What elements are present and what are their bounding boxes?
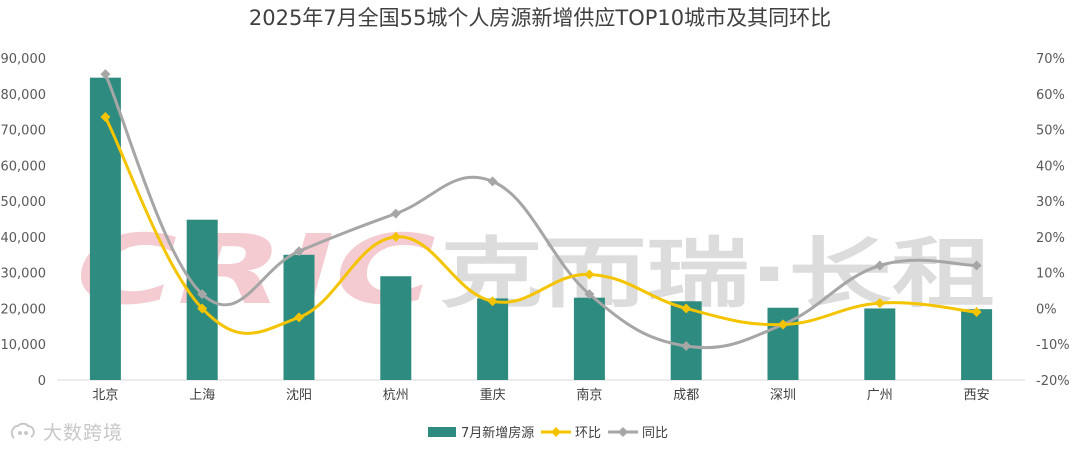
marker-环比-广州 — [874, 298, 885, 309]
right-tick-label: 10% — [1036, 267, 1065, 282]
left-tick-label: 20,000 — [1, 302, 47, 317]
bar-南京 — [573, 297, 605, 380]
legend-swatch-bar — [428, 427, 456, 437]
marker-同比-广州 — [874, 260, 885, 271]
left-tick-label: 30,000 — [1, 267, 47, 282]
legend-marker-yoy — [618, 427, 628, 437]
line-同比 — [104, 73, 977, 350]
right-tick-label: 0% — [1036, 302, 1057, 317]
marker-环比-深圳 — [778, 319, 788, 330]
right-tick-label: 50% — [1036, 124, 1065, 139]
left-tick-label: 40,000 — [1, 231, 47, 246]
category-label: 北京 — [92, 388, 118, 403]
category-label: 南京 — [576, 387, 602, 403]
line-series — [100, 69, 982, 352]
category-label: 成都 — [673, 388, 699, 403]
legend-label: 同比 — [642, 426, 668, 441]
marker-同比-重庆 — [487, 176, 498, 187]
right-tick-label: 20% — [1036, 231, 1065, 246]
marker-环比-沈阳 — [294, 312, 304, 323]
footer-brand-text: 大数跨境 — [43, 422, 124, 444]
left-tick-label: 10,000 — [1, 338, 47, 353]
footer-brand: 大数跨境 — [10, 418, 123, 445]
legend-label: 7月新增房源 — [461, 425, 534, 441]
marker-同比-南京 — [584, 289, 595, 300]
right-tick-label: 70% — [1036, 52, 1065, 67]
bar-成都 — [670, 301, 702, 380]
left-tick-label: 80,000 — [1, 88, 47, 103]
marker-环比-杭州 — [390, 231, 401, 242]
marker-同比-杭州 — [390, 208, 401, 219]
left-tick-label: 60,000 — [1, 159, 47, 174]
category-label: 西安 — [964, 388, 990, 403]
bar-西安 — [961, 309, 993, 380]
category-label: 重庆 — [480, 387, 506, 403]
right-tick-label: 60% — [1036, 88, 1065, 103]
marker-环比-南京 — [584, 269, 595, 280]
brand-logo-icon — [10, 422, 35, 439]
marker-同比-沈阳 — [294, 246, 304, 257]
marker-环比-成都 — [681, 303, 692, 314]
marker-同比-西安 — [971, 260, 982, 271]
left-tick-label: 70,000 — [1, 124, 47, 139]
marker-环比-北京 — [100, 112, 111, 123]
bar-重庆 — [477, 298, 509, 380]
category-label: 广州 — [867, 388, 893, 403]
line-环比 — [104, 116, 977, 335]
category-label: 沈阳 — [286, 388, 312, 403]
category-label: 深圳 — [770, 388, 796, 403]
tick-labels: 0 10,000 20,000 30,000 40,000 50,000 60,000 70,… — [1, 52, 1070, 403]
legend-marker-mom — [551, 427, 561, 437]
bar-北京 — [89, 77, 121, 380]
marker-同比-上海 — [197, 289, 208, 300]
marker-环比-重庆 — [487, 296, 498, 307]
bar-杭州 — [380, 276, 412, 380]
marker-环比-上海 — [197, 303, 208, 314]
bar-上海 — [186, 219, 218, 380]
right-tick-label: -20% — [1036, 374, 1070, 389]
marker-环比-西安 — [971, 307, 982, 318]
right-tick-label: -10% — [1036, 338, 1070, 353]
left-tick-label: 50,000 — [1, 195, 47, 210]
watermark-latin: CRIC — [76, 214, 436, 326]
marker-同比-北京 — [100, 69, 111, 80]
left-tick-label: 90,000 — [1, 52, 47, 67]
right-tick-label: 30% — [1036, 195, 1065, 210]
chart-title: 2025年7月全国55城个人房源新增供应TOP10城市及其同环比 — [248, 6, 832, 30]
bar-广州 — [864, 308, 896, 380]
legend-label: 环比 — [575, 426, 601, 441]
legend: 7月新增房源 环比 同比 — [428, 425, 668, 441]
marker-同比-成都 — [681, 341, 692, 352]
left-tick-label: 0 — [38, 374, 46, 389]
right-tick-label: 40% — [1036, 159, 1065, 174]
category-label: 杭州 — [383, 388, 409, 403]
category-label: 上海 — [189, 388, 215, 403]
